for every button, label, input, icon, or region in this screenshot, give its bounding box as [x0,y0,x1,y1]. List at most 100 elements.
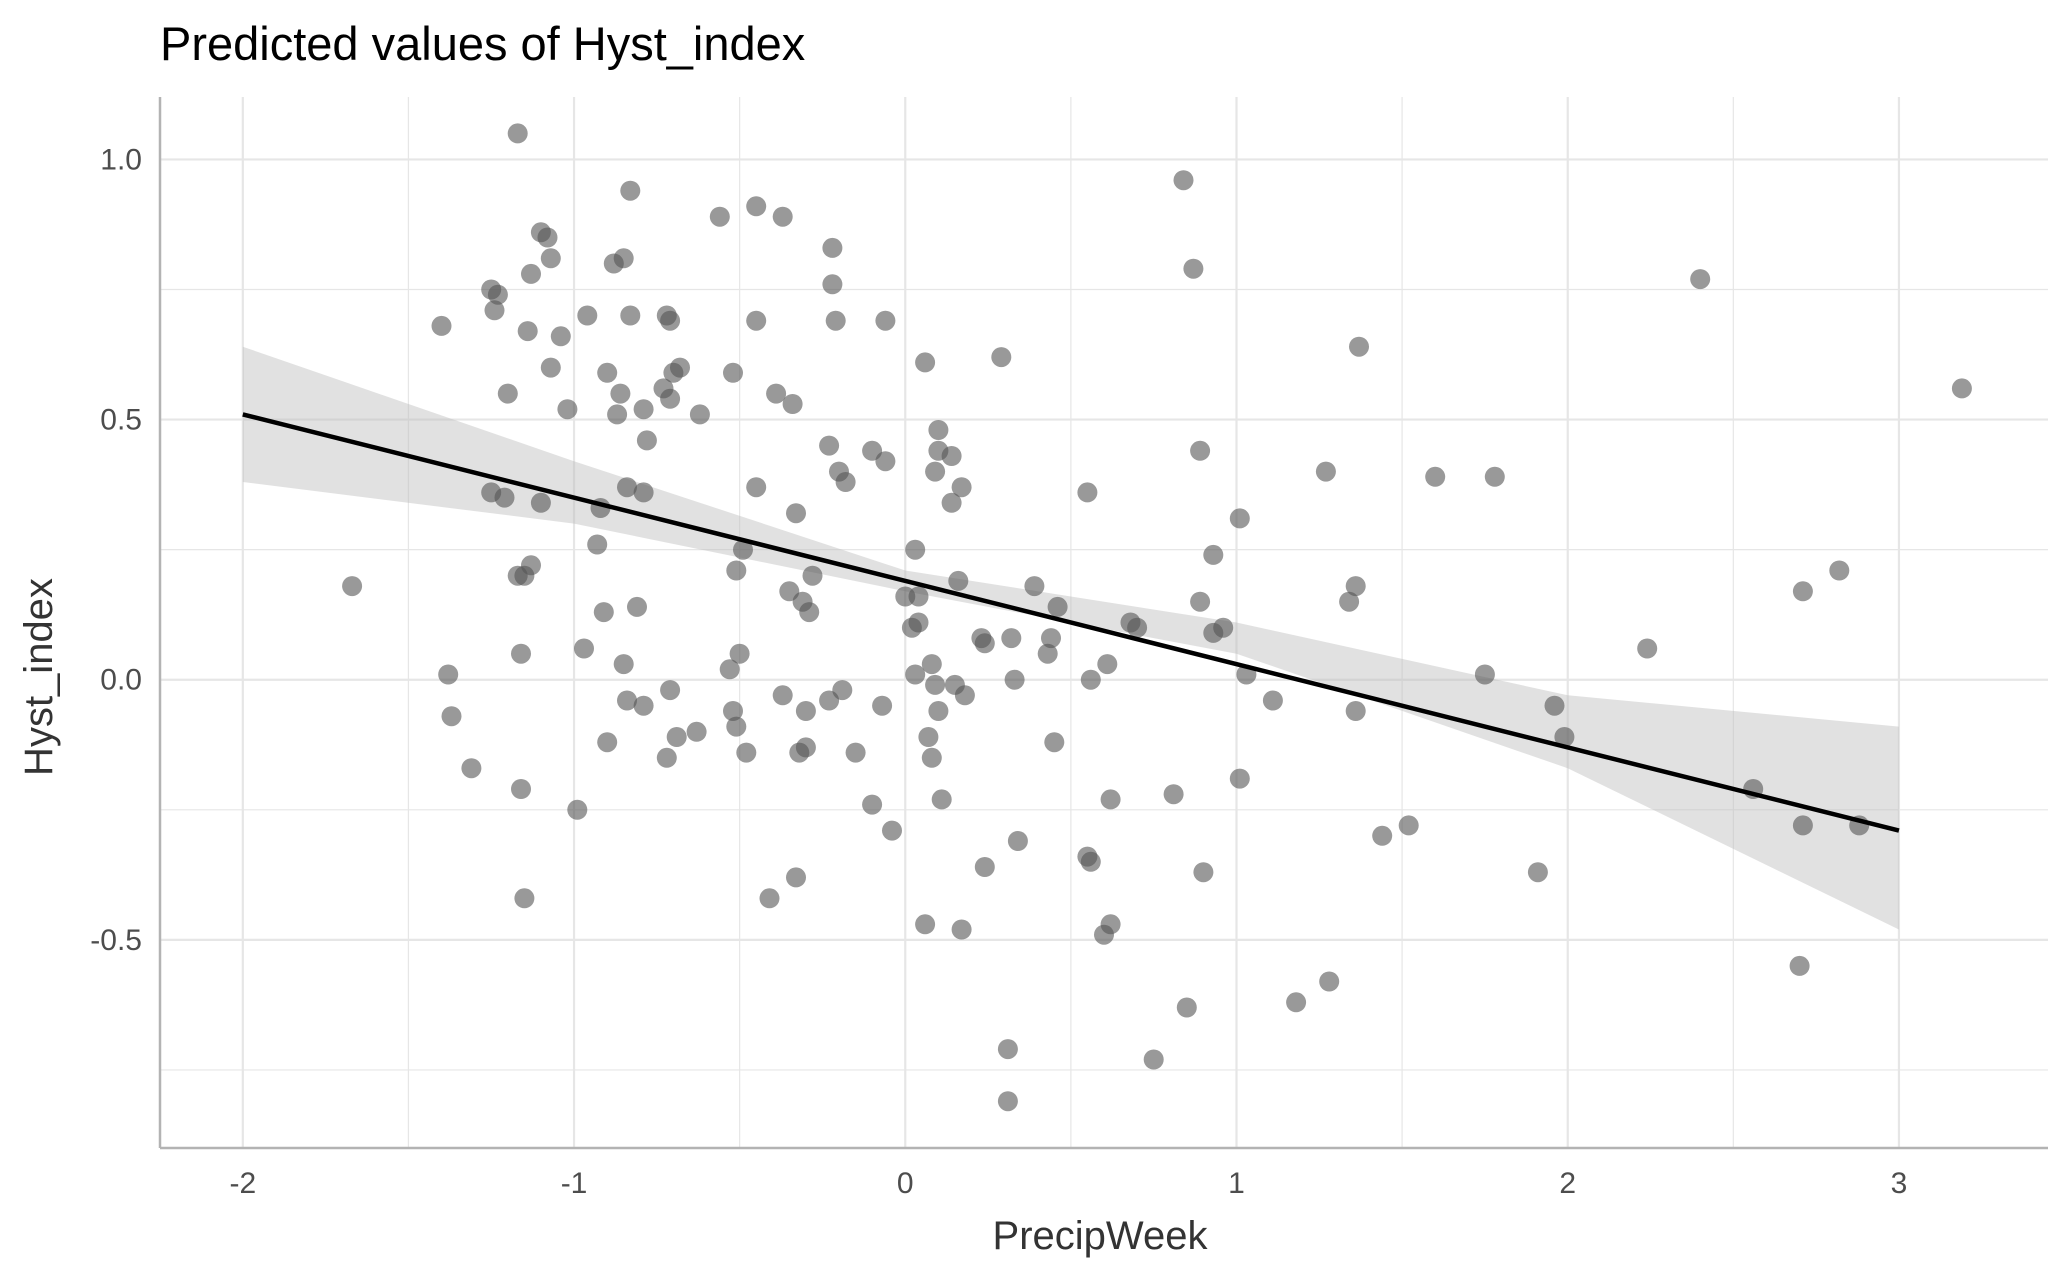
data-point-58 [689,404,710,425]
data-point-127 [974,633,995,654]
data-point-159 [1213,617,1234,638]
data-point-84 [799,602,820,623]
data-point-25 [550,326,571,347]
data-point-164 [1286,992,1307,1013]
x-tick-label-2: 0 [897,1167,914,1200]
data-point-42 [620,305,641,326]
data-point-14 [511,779,531,799]
data-point-0 [342,576,363,597]
data-point-71 [746,477,767,498]
data-point-44 [627,596,647,617]
data-point-56 [666,727,687,747]
data-point-174 [1474,664,1495,685]
data-point-178 [1554,727,1575,747]
data-point-99 [875,310,896,331]
data-point-167 [1339,591,1360,612]
data-point-170 [1349,336,1369,357]
data-point-132 [1004,669,1025,690]
data-point-117 [931,789,952,810]
data-point-124 [954,685,975,706]
data-point-19 [521,263,541,284]
x-tick-label-4: 2 [1559,1167,1576,1200]
x-tick-label-0: -2 [229,1167,256,1200]
y-tick-labels: -0.5 0.0 0.5 1.0 [90,143,142,956]
data-point-2 [438,664,459,685]
data-point-10 [497,383,518,404]
data-point-89 [822,274,843,295]
data-point-163 [1262,690,1283,711]
data-point-9 [494,487,515,508]
data-point-22 [537,227,558,248]
data-point-118 [941,446,962,466]
data-point-26 [557,399,578,420]
data-point-123 [951,919,972,940]
data-point-111 [921,654,942,675]
data-point-61 [719,659,740,680]
data-point-113 [925,461,946,482]
data-point-140 [1077,482,1098,503]
confidence-band-area [242,346,1899,930]
data-point-28 [574,638,594,659]
x-tick-label-1: -1 [561,1167,588,1200]
data-point-160 [1229,768,1250,789]
data-point-90 [825,310,846,331]
data-point-68 [736,742,757,763]
data-point-87 [819,435,840,456]
data-point-179 [1637,638,1658,659]
data-point-141 [1080,851,1101,872]
data-point-145 [1100,914,1121,935]
data-point-70 [746,310,767,331]
data-point-79 [786,503,806,524]
data-point-43 [620,180,641,201]
data-point-104 [905,539,926,560]
data-point-17 [517,321,538,342]
data-point-18 [521,555,541,576]
data-point-146 [1100,789,1121,810]
data-point-98 [875,451,896,472]
data-point-149 [1143,1049,1164,1070]
data-point-185 [1829,560,1850,581]
x-axis-title: PrecipWeek [993,1214,1209,1258]
data-point-29 [577,305,598,326]
grid [160,97,2048,1148]
data-point-8 [487,284,508,305]
data-point-151 [1173,170,1194,191]
data-point-107 [915,352,936,373]
data-point-37 [610,383,631,404]
data-point-62 [723,362,743,383]
data-point-82 [795,737,816,758]
data-point-180 [1690,269,1711,290]
axes [158,97,2048,1150]
data-point-133 [1007,831,1028,851]
y-tick-label-1: 0.0 [100,664,142,697]
data-point-119 [941,492,962,513]
data-point-63 [723,701,743,721]
data-point-166 [1319,971,1340,992]
data-point-184 [1792,815,1813,836]
data-point-130 [997,1091,1018,1112]
data-point-150 [1163,784,1184,805]
data-point-187 [1951,378,1972,399]
data-point-64 [726,560,747,581]
data-point-65 [726,716,747,737]
data-point-88 [822,237,843,258]
data-point-39 [613,248,634,269]
data-point-129 [997,1039,1018,1060]
data-point-138 [1047,596,1068,617]
y-tick-label-0: -0.5 [90,924,142,957]
data-point-45 [633,482,654,503]
data-point-126 [974,857,995,877]
data-point-59 [686,721,707,742]
data-point-15 [514,888,535,909]
data-point-48 [636,430,657,451]
data-point-40 [617,690,637,711]
data-point-95 [862,794,883,815]
data-point-122 [951,477,972,498]
data-point-3 [441,706,462,727]
data-point-67 [733,539,753,560]
data-point-110 [921,747,942,768]
data-point-78 [786,867,806,888]
data-point-106 [908,586,929,607]
data-point-173 [1425,466,1446,487]
